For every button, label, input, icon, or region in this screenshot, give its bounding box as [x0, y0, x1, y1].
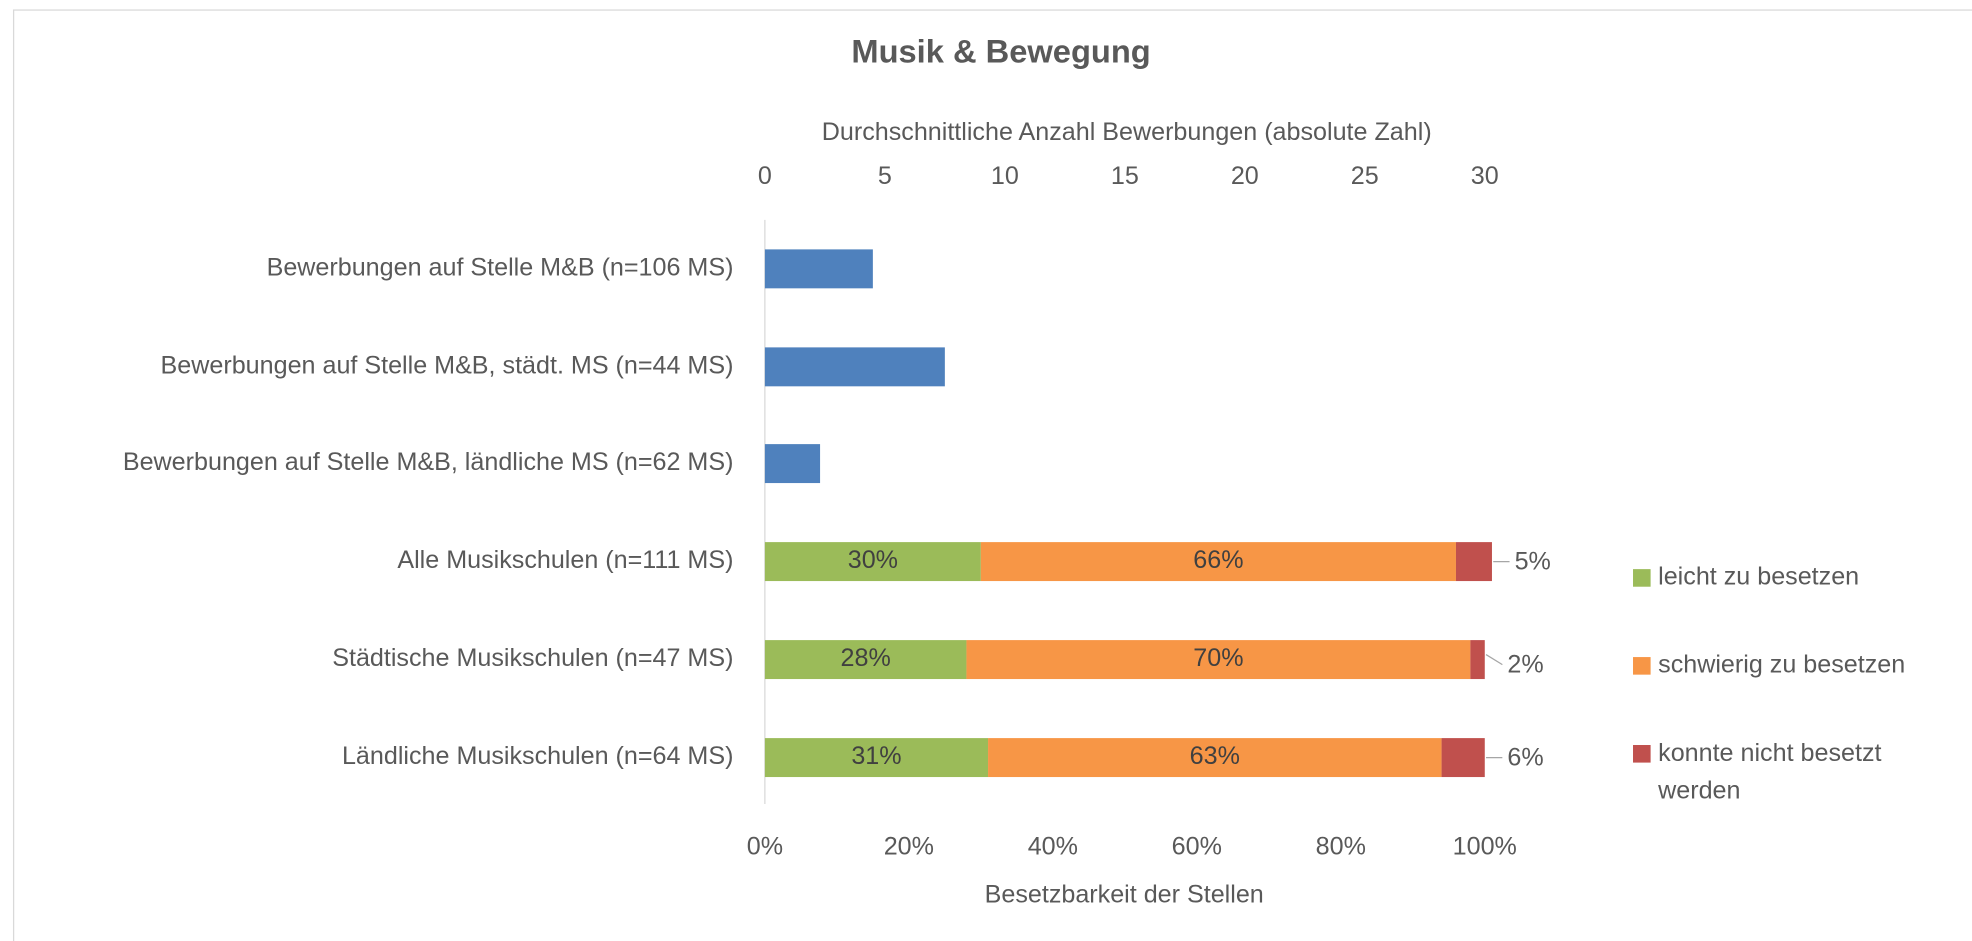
legend-label: schwierig zu besetzen: [1658, 651, 1905, 679]
category-label: Bewerbungen auf Stelle M&B, städt. MS (n…: [161, 351, 734, 379]
chart-frame: [12, 9, 1972, 941]
bar: [764, 444, 821, 484]
category-label: Städtische Musikschulen (n=47 MS): [332, 644, 733, 672]
chart-title: Musik & Bewegung: [851, 33, 1150, 70]
bottom-tick-label: 20%: [884, 833, 934, 861]
bar-segment: [980, 542, 1456, 582]
legend-swatch: [1633, 745, 1651, 763]
top-tick-label: 0: [758, 162, 772, 190]
bottom-tick-label: 100%: [1453, 833, 1517, 861]
legend-label: konnte nicht besetzt werden: [1657, 738, 1881, 804]
category-label: Ländliche Musikschulen (n=64 MS): [342, 742, 733, 770]
category-label: Bewerbungen auf Stelle M&B (n=106 MS): [267, 253, 734, 281]
top-tick-label: 5: [878, 162, 892, 190]
bar-segment: [764, 738, 989, 778]
value-label: 5%: [1515, 547, 1551, 575]
top-tick-label: 20: [1231, 162, 1259, 190]
value-label: 2%: [1507, 651, 1543, 679]
legend-swatch: [1633, 569, 1651, 587]
legend-label: leicht zu besetzen: [1658, 563, 1859, 591]
bar-segment: [1470, 640, 1485, 680]
bar-segment: [764, 640, 967, 680]
top-tick-label: 30: [1471, 162, 1499, 190]
value-label: 31%: [851, 742, 901, 770]
value-label: 70%: [1193, 644, 1243, 672]
bottom-tick-label: 40%: [1028, 833, 1078, 861]
top-axis-title: Durchschnittliche Anzahl Bewerbungen (ab…: [822, 118, 1432, 146]
bar-segment: [1455, 542, 1492, 582]
category-label: Bewerbungen auf Stelle M&B, ländliche MS…: [123, 448, 734, 476]
bar-segment: [966, 640, 1471, 680]
top-tick-label: 25: [1351, 162, 1379, 190]
value-label: 28%: [841, 644, 891, 672]
top-tick-label: 15: [1111, 162, 1139, 190]
value-label: 66%: [1193, 546, 1243, 574]
bottom-axis-title: Besetzbarkeit der Stellen: [985, 880, 1264, 908]
bottom-tick-label: 60%: [1172, 833, 1222, 861]
bar-segment: [764, 542, 981, 582]
bottom-tick-label: 0%: [747, 833, 783, 861]
category-label: Alle Musikschulen (n=111 MS): [397, 546, 733, 574]
value-label: 63%: [1190, 742, 1240, 770]
value-label: 6%: [1507, 743, 1543, 771]
bar-segment: [1441, 738, 1485, 778]
bar: [764, 249, 873, 289]
value-label: 30%: [848, 546, 898, 574]
legend-swatch: [1633, 657, 1651, 675]
bar-segment: [988, 738, 1442, 778]
bottom-tick-label: 80%: [1316, 833, 1366, 861]
leader-line: [1485, 654, 1503, 666]
bar: [764, 347, 945, 387]
top-tick-label: 10: [991, 162, 1019, 190]
